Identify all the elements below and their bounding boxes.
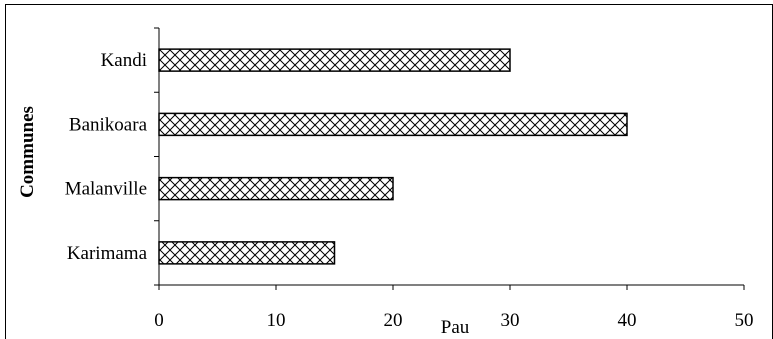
x-tick-label: 50 (735, 310, 754, 331)
labels: 0 10 20 30 40 50 Kandi Banikoara Malanville Karim… (65, 50, 754, 331)
category-label: Kandi (101, 50, 147, 71)
x-tick-label: 20 (384, 310, 403, 331)
x-tick-label: 0 (154, 310, 164, 331)
category-label: Banikoara (69, 114, 148, 135)
bar-karimama (158, 241, 336, 265)
x-axis-title: Pau (441, 317, 470, 338)
x-tick-label: 10 (267, 310, 286, 331)
bar-kandi (158, 48, 511, 72)
x-tick-label: 40 (618, 310, 637, 331)
category-label: Malanville (65, 179, 147, 200)
bar-malanville (158, 176, 394, 201)
bars (158, 48, 628, 265)
y-axis-title: Communes (17, 106, 38, 198)
x-tick-label: 30 (501, 310, 520, 331)
bar-banikoara (158, 112, 628, 137)
category-label: Karimama (67, 243, 148, 264)
